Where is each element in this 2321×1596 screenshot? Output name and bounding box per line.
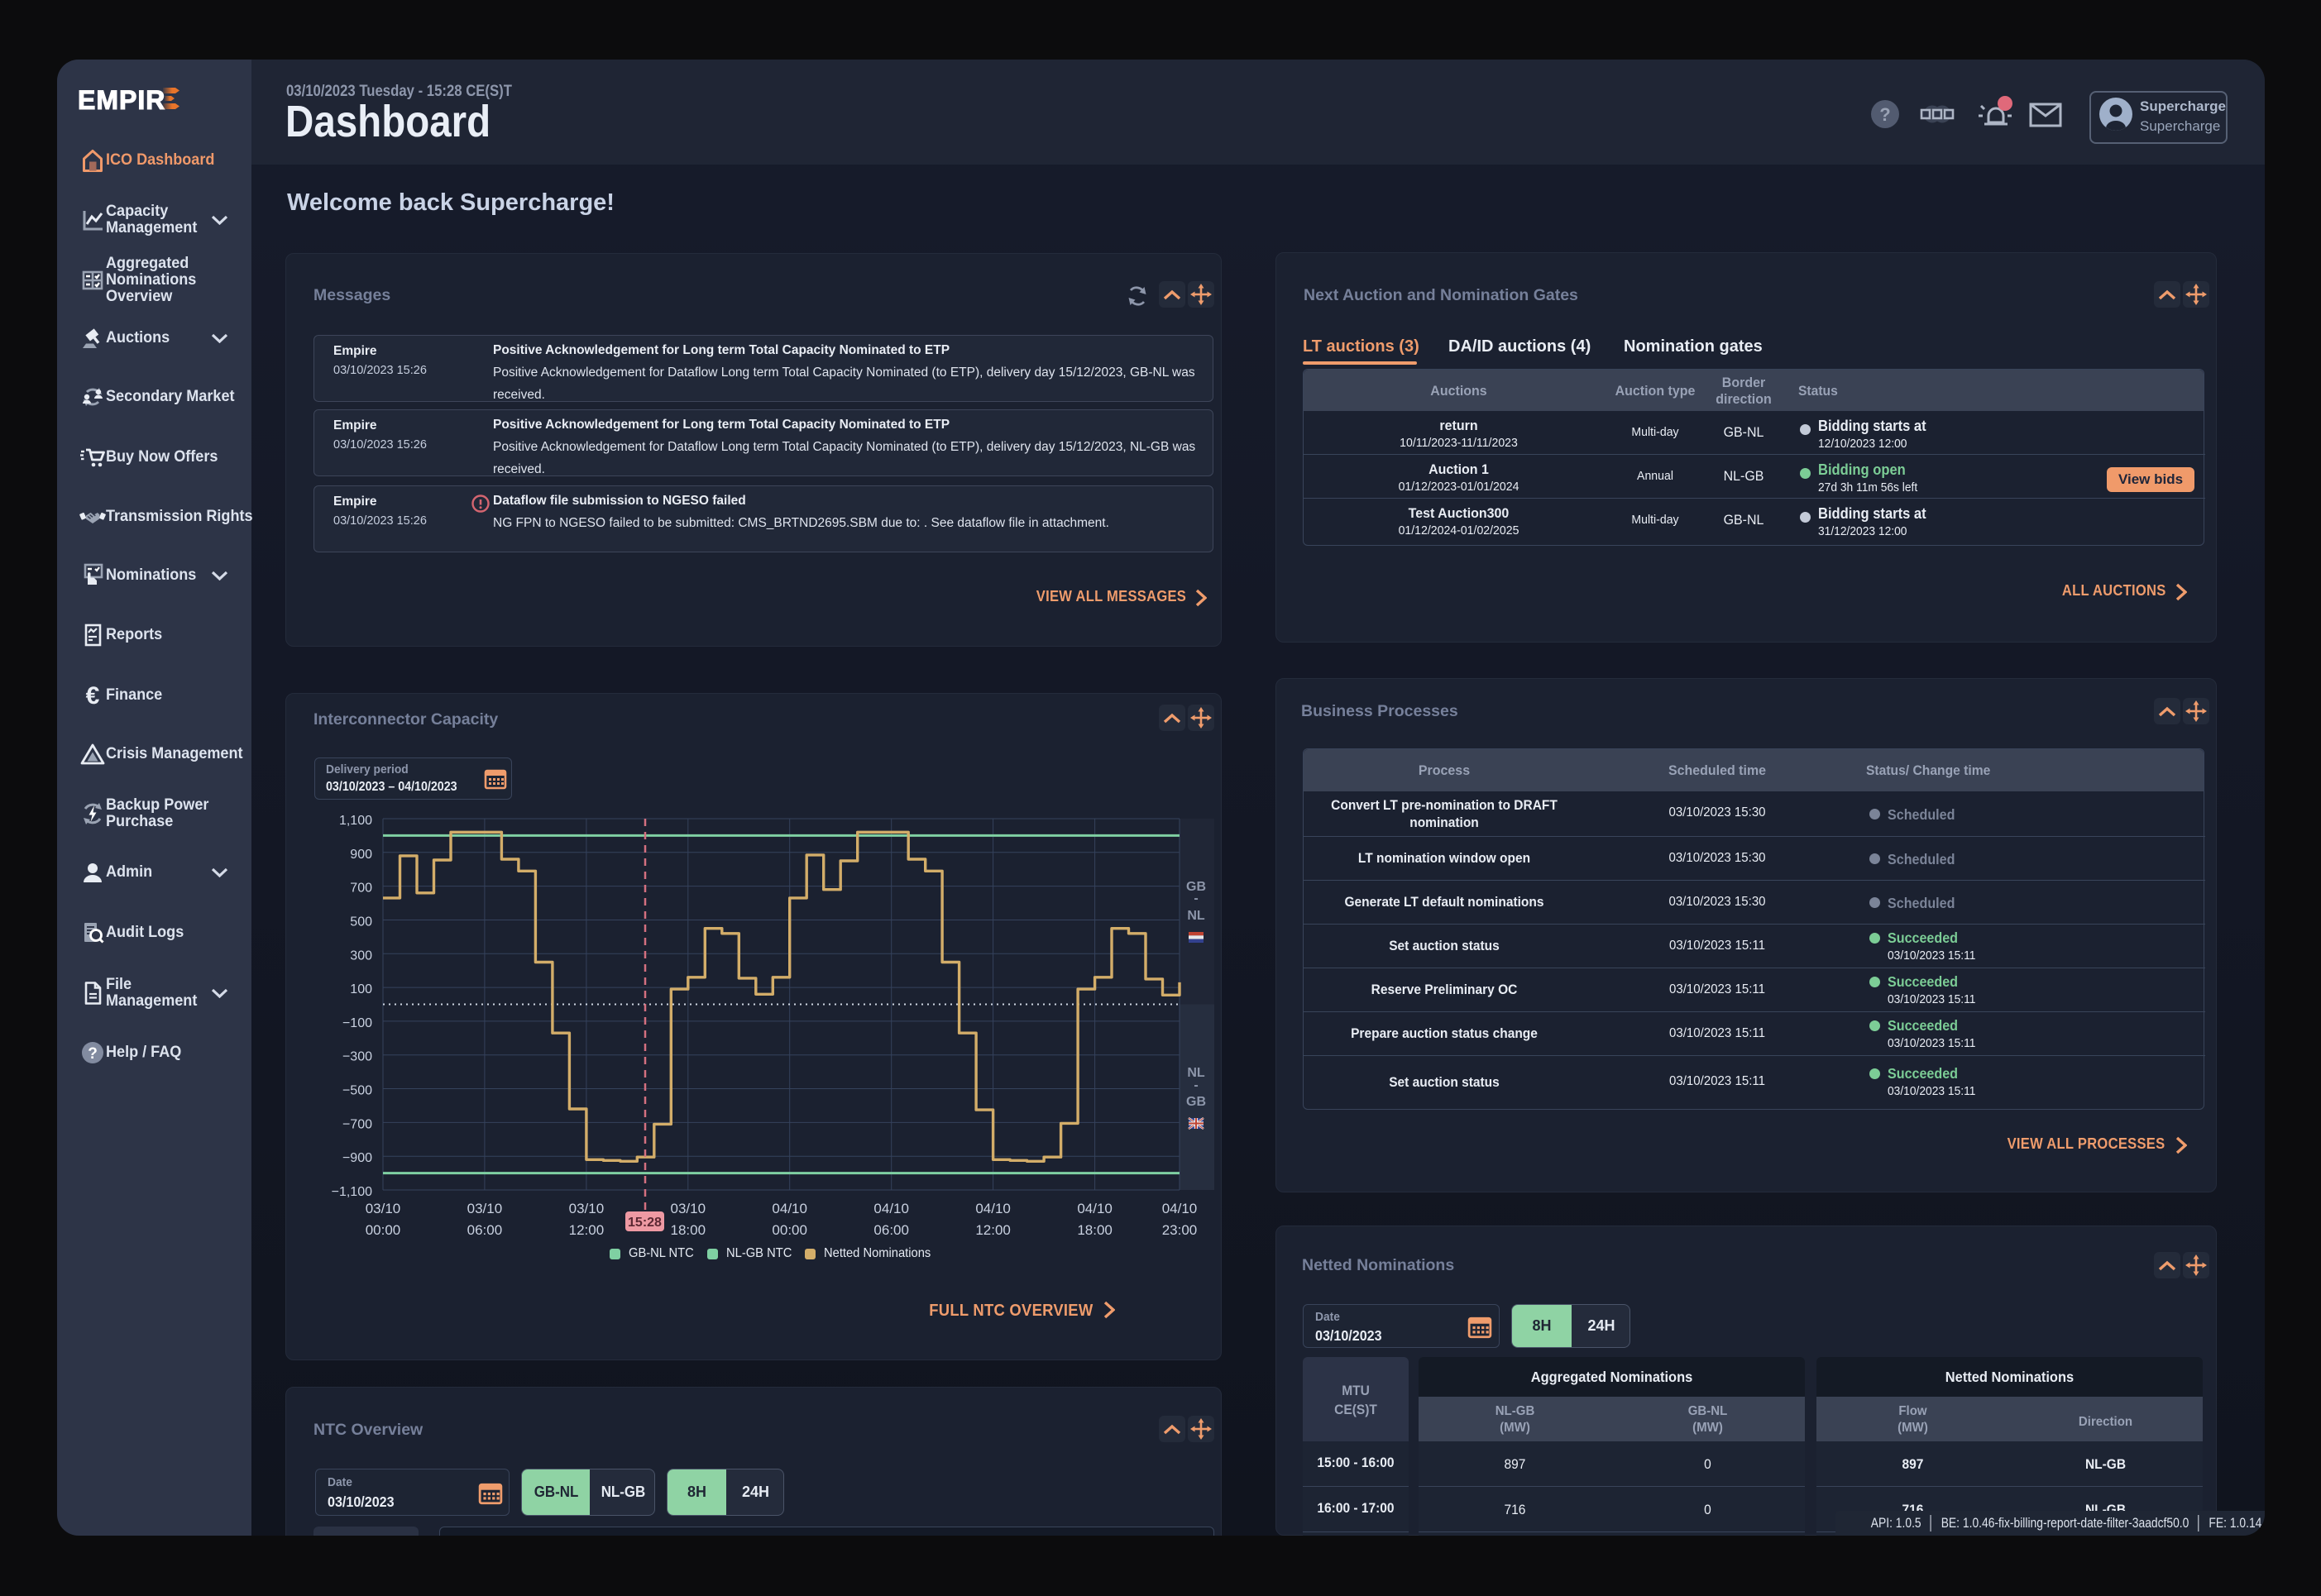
svg-text:00:00: 00:00 (772, 1222, 807, 1238)
svg-text:−100: −100 (342, 1016, 372, 1030)
svg-text:−700: −700 (342, 1117, 372, 1131)
svg-text:04/10: 04/10 (975, 1201, 1011, 1216)
svg-text:06:00: 06:00 (467, 1222, 503, 1238)
svg-text:500: 500 (350, 915, 372, 929)
svg-text:18:00: 18:00 (671, 1222, 706, 1238)
svg-text:-: - (1194, 891, 1198, 906)
svg-text:−1,100: −1,100 (332, 1185, 372, 1199)
svg-text:GB: GB (1186, 1095, 1206, 1109)
svg-text:04/10: 04/10 (1162, 1201, 1198, 1216)
svg-text:NL: NL (1187, 1066, 1205, 1080)
svg-text:23:00: 23:00 (1162, 1222, 1198, 1238)
svg-text:03/10: 03/10 (366, 1201, 401, 1216)
svg-text:−900: −900 (342, 1151, 372, 1165)
svg-text:€: € (86, 682, 100, 710)
svg-text:04/10: 04/10 (1077, 1201, 1113, 1216)
svg-text:GB: GB (1186, 880, 1206, 894)
svg-text:1,100: 1,100 (339, 814, 372, 828)
svg-text:12:00: 12:00 (975, 1222, 1011, 1238)
svg-text:100: 100 (350, 982, 372, 996)
svg-text:−500: −500 (342, 1084, 372, 1098)
svg-text:−300: −300 (342, 1050, 372, 1064)
svg-text:18:00: 18:00 (1077, 1222, 1113, 1238)
svg-text:12:00: 12:00 (569, 1222, 605, 1238)
svg-text:03/10: 03/10 (671, 1201, 706, 1216)
svg-text:300: 300 (350, 949, 372, 963)
svg-text:03/10: 03/10 (569, 1201, 605, 1216)
svg-text:?: ? (1879, 104, 1890, 125)
svg-text:900: 900 (350, 848, 372, 862)
svg-text:06:00: 06:00 (873, 1222, 909, 1238)
svg-text:NL: NL (1187, 909, 1205, 923)
svg-text:04/10: 04/10 (772, 1201, 807, 1216)
svg-text:?: ? (88, 1045, 98, 1063)
svg-text:-: - (1194, 1078, 1198, 1092)
svg-text:15:28: 15:28 (628, 1216, 662, 1230)
svg-text:04/10: 04/10 (873, 1201, 909, 1216)
svg-text:00:00: 00:00 (366, 1222, 401, 1238)
svg-text:700: 700 (350, 882, 372, 896)
svg-text:03/10: 03/10 (467, 1201, 503, 1216)
